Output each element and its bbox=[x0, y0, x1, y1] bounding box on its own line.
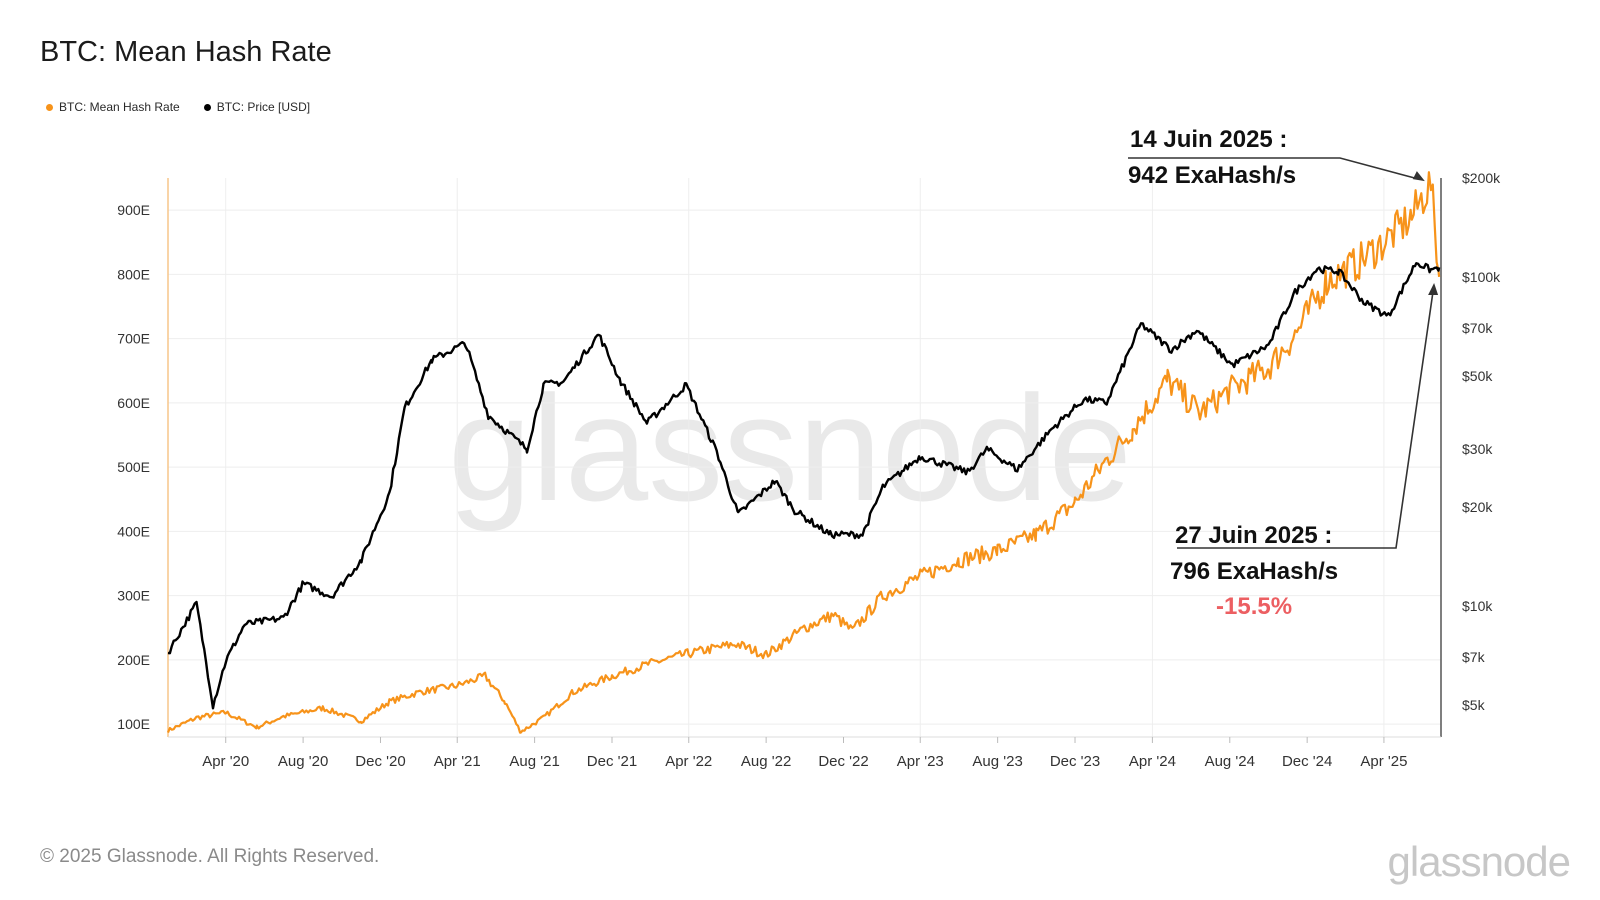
x-tick-label: Aug '24 bbox=[1205, 753, 1255, 770]
x-tick-label: Aug '21 bbox=[509, 753, 559, 770]
left-tick-label: 100E bbox=[117, 716, 150, 732]
left-tick-label: 600E bbox=[117, 395, 150, 411]
series-line-price bbox=[167, 262, 1441, 710]
left-tick-label: 300E bbox=[117, 588, 150, 604]
peak-arrow-head bbox=[1412, 171, 1425, 182]
x-tick-label: Apr '25 bbox=[1360, 753, 1407, 770]
x-tick-label: Aug '22 bbox=[741, 753, 791, 770]
legend-label-price: BTC: Price [USD] bbox=[216, 100, 311, 114]
left-tick-label: 700E bbox=[117, 331, 150, 347]
peak-arrow-line bbox=[1128, 157, 1420, 180]
right-tick-label: $5k bbox=[1462, 697, 1486, 713]
left-tick-label: 500E bbox=[117, 459, 150, 475]
annotation-change: -15.5% bbox=[1216, 593, 1293, 620]
left-tick-label: 400E bbox=[117, 523, 150, 539]
x-tick-label: Dec '20 bbox=[355, 753, 405, 770]
left-tick-label: 900E bbox=[117, 202, 150, 218]
legend-label-hash-rate: BTC: Mean Hash Rate bbox=[59, 100, 180, 114]
series-line-hash-rate bbox=[166, 171, 1441, 734]
right-tick-label: $200k bbox=[1462, 170, 1501, 186]
legend-dot-hash-rate bbox=[46, 103, 53, 111]
annotation-peak-date: 14 Juin 2025 : bbox=[1130, 126, 1288, 153]
footer-logo: glassnode bbox=[1387, 838, 1571, 885]
x-tick-label: Dec '24 bbox=[1282, 753, 1332, 770]
legend-item-hash-rate[interactable]: BTC: Mean Hash Rate bbox=[46, 100, 180, 114]
left-tick-label: 200E bbox=[117, 652, 150, 668]
x-tick-label: Apr '23 bbox=[897, 753, 944, 770]
current-arrow-head bbox=[1428, 282, 1439, 295]
x-tick-label: Aug '20 bbox=[278, 753, 328, 770]
page-title: BTC: Mean Hash Rate bbox=[40, 36, 332, 68]
watermark-text: glassnode bbox=[448, 364, 1132, 532]
annotation-peak-value: 942 ExaHash/s bbox=[1128, 162, 1297, 189]
right-tick-label: $70k bbox=[1462, 320, 1493, 336]
current-arrow-line bbox=[1177, 290, 1434, 549]
x-tick-label: Dec '21 bbox=[587, 753, 637, 770]
right-tick-label: $50k bbox=[1462, 368, 1493, 384]
x-tick-label: Dec '23 bbox=[1050, 753, 1100, 770]
chart-axes: 100E 200E 300E 400E 500E 600E 700E 800E 900E $5k $… bbox=[117, 170, 1501, 770]
right-tick-label: $10k bbox=[1462, 598, 1493, 614]
x-tick-label: Apr '21 bbox=[434, 753, 481, 770]
chart-grid bbox=[168, 178, 1441, 737]
x-tick-label: Dec '22 bbox=[818, 753, 868, 770]
x-tick-label: Apr '22 bbox=[665, 753, 712, 770]
footer-copyright: © 2025 Glassnode. All Rights Reserved. bbox=[40, 846, 380, 867]
x-tick-label: Apr '20 bbox=[202, 753, 249, 770]
right-tick-label: $20k bbox=[1462, 499, 1493, 515]
annotation-arrows bbox=[1128, 157, 1439, 549]
legend-item-price[interactable]: BTC: Price [USD] bbox=[203, 100, 311, 114]
annotation-current-value: 796 ExaHash/s bbox=[1170, 558, 1339, 585]
chart-series bbox=[166, 171, 1441, 734]
right-tick-label: $7k bbox=[1462, 649, 1486, 665]
x-tick-label: Aug '23 bbox=[972, 753, 1022, 770]
annotation-current-date: 27 Juin 2025 : bbox=[1175, 522, 1333, 549]
right-tick-label: $30k bbox=[1462, 441, 1493, 457]
legend-dot-price bbox=[203, 103, 211, 111]
left-tick-label: 800E bbox=[117, 266, 150, 282]
chart-legend: BTC: Mean Hash Rate BTC: Price [USD] bbox=[46, 100, 310, 114]
x-tick-label: Apr '24 bbox=[1129, 753, 1176, 770]
right-tick-label: $100k bbox=[1462, 269, 1501, 285]
